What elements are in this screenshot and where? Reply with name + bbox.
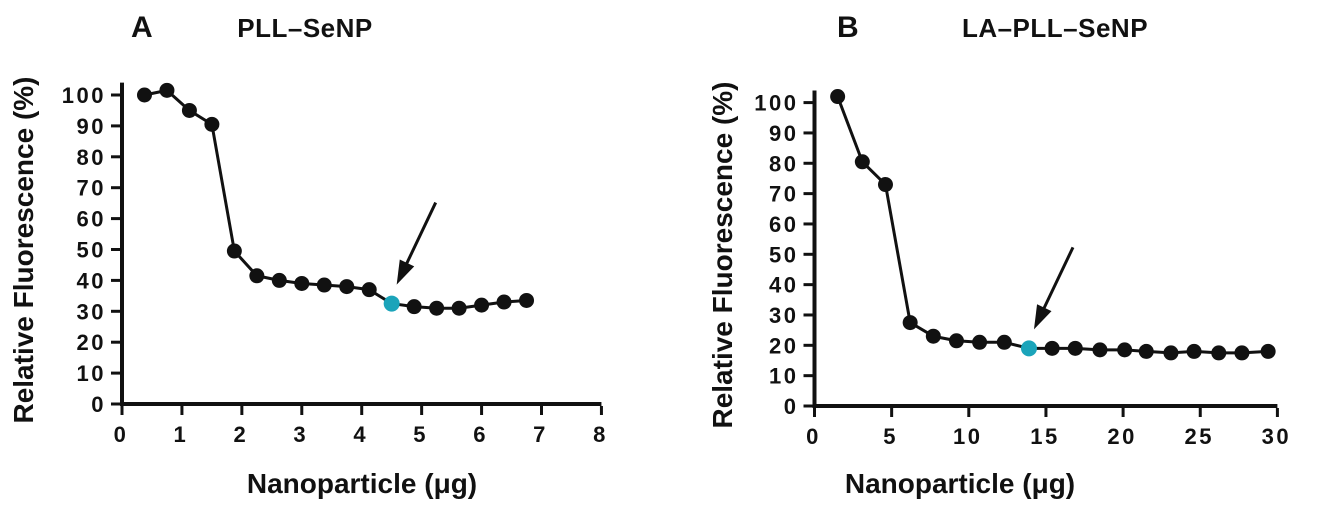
x-tick-label: 10 xyxy=(953,424,982,449)
y-tick-label: 40 xyxy=(769,273,798,298)
data-point xyxy=(159,82,175,98)
data-point xyxy=(830,89,846,105)
data-point xyxy=(972,334,988,350)
data-point xyxy=(1260,343,1276,359)
data-point xyxy=(204,116,220,132)
y-tick-label: 60 xyxy=(77,207,106,232)
x-tick-label: 0 xyxy=(806,424,821,449)
y-tick-label: 50 xyxy=(77,238,106,263)
axes xyxy=(812,90,1278,408)
x-tick-label: 8 xyxy=(593,422,608,447)
data-point xyxy=(339,279,355,295)
data-point xyxy=(226,243,242,259)
highlighted-data-point xyxy=(383,295,400,312)
x-tick-label: 1 xyxy=(174,422,189,447)
data-point xyxy=(474,297,490,313)
axes xyxy=(120,82,602,406)
panel-b-letter: B xyxy=(837,11,859,44)
data-point xyxy=(996,334,1012,350)
y-tick-label: 50 xyxy=(769,242,798,267)
x-tick-label: 3 xyxy=(293,422,308,447)
panel-b-title: LA–PLL–SeNP xyxy=(961,13,1149,43)
y-tick-label: 40 xyxy=(77,268,106,293)
y-tick-label: 70 xyxy=(769,182,798,207)
data-point xyxy=(249,268,265,284)
data-line xyxy=(836,95,1270,355)
data-point xyxy=(294,275,310,291)
panel-a-title: PLL–SeNP xyxy=(237,13,373,43)
y-tick-label: 10 xyxy=(769,364,798,389)
x-tick-label: 7 xyxy=(533,422,548,447)
highlighted-data-point xyxy=(1020,340,1037,357)
data-point xyxy=(361,282,377,298)
x-tick-label: 30 xyxy=(1262,424,1291,449)
y-tick-label: 30 xyxy=(769,303,798,328)
y-tick-label: 0 xyxy=(784,394,799,419)
data-point xyxy=(1138,343,1154,359)
data-point xyxy=(1186,343,1202,359)
annotation-arrow-head xyxy=(396,259,415,285)
x-tick-label: 6 xyxy=(473,422,488,447)
annotation-arrow-line xyxy=(1041,246,1075,312)
data-point xyxy=(1234,345,1250,361)
data-point xyxy=(1067,340,1083,356)
y-tick-label: 10 xyxy=(77,361,106,386)
x-tick-label: 5 xyxy=(413,422,428,447)
data-point xyxy=(136,87,152,103)
data-point xyxy=(948,333,964,349)
x-tick-label: 4 xyxy=(353,422,368,447)
y-tick-label: 60 xyxy=(769,212,798,237)
data-point xyxy=(406,299,422,315)
data-point xyxy=(181,102,197,118)
y-tick-label: 90 xyxy=(77,114,106,139)
y-tick-label: 100 xyxy=(62,83,106,108)
data-point xyxy=(854,154,870,170)
panel-a-x-axis-label: Nanoparticle (μg) xyxy=(246,468,478,499)
data-point xyxy=(519,292,535,308)
data-point xyxy=(496,294,512,310)
data-point xyxy=(1163,345,1179,361)
annotation-arrow-head xyxy=(1033,304,1052,330)
data-point xyxy=(925,328,941,344)
data-point xyxy=(429,300,445,316)
data-point xyxy=(316,277,332,293)
panel-b-x-axis-label: Nanoparticle (μg) xyxy=(844,468,1076,499)
x-tick-label: 5 xyxy=(883,424,898,449)
x-tick-label: 0 xyxy=(114,422,129,447)
data-point xyxy=(902,315,918,331)
x-tick-label: 20 xyxy=(1107,424,1136,449)
y-tick-label: 80 xyxy=(769,151,798,176)
x-tick-label: 2 xyxy=(233,422,248,447)
y-tick-label: 100 xyxy=(754,91,798,116)
x-tick-label: 15 xyxy=(1030,424,1059,449)
panel-a-letter: A xyxy=(131,11,153,44)
data-point xyxy=(1044,340,1060,356)
x-tick-label: 25 xyxy=(1185,424,1214,449)
data-point xyxy=(1092,342,1108,358)
data-point xyxy=(1211,345,1227,361)
data-point xyxy=(1117,342,1133,358)
annotation-arrow-line xyxy=(403,201,438,268)
y-tick-label: 70 xyxy=(77,176,106,201)
y-tick-label: 90 xyxy=(769,121,798,146)
y-tick-label: 20 xyxy=(769,333,798,358)
y-tick-label: 0 xyxy=(91,392,106,417)
y-tick-label: 30 xyxy=(77,299,106,324)
y-tick-label: 20 xyxy=(77,330,106,355)
data-point xyxy=(877,177,893,193)
data-point xyxy=(271,272,287,288)
y-tick-label: 80 xyxy=(77,145,106,170)
data-point xyxy=(451,300,467,316)
